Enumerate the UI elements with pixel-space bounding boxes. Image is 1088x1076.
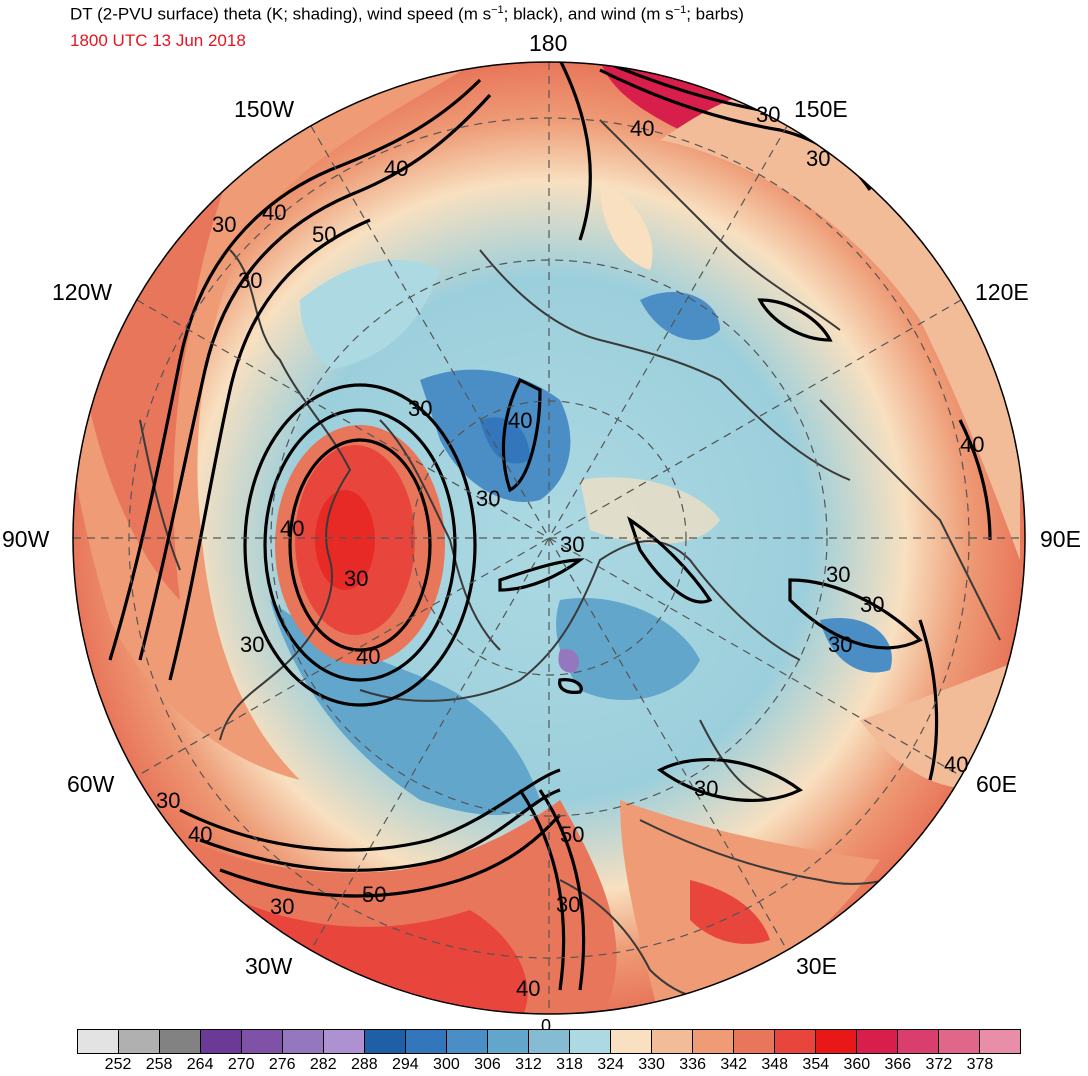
lon-label-90w: 90W [2, 526, 50, 552]
contour-labels: 30 40 50 30 40 30 40 30 30 40 30 30 40 30 30 40 30 50 40 50… [156, 102, 984, 1001]
colorbar-cell [529, 1030, 570, 1053]
colorbar-cell [611, 1030, 652, 1053]
contour-label: 40 [508, 408, 532, 433]
colorbar-tick-label: 282 [309, 1056, 337, 1073]
contour-label: 30 [806, 146, 830, 171]
lon-label-90e: 90E [1040, 526, 1081, 552]
colorbar-tick-label: 294 [391, 1056, 419, 1073]
graticule [73, 62, 1025, 1014]
contour-label: 30 [270, 894, 294, 919]
lon-label-30w: 30W [245, 953, 293, 979]
colorbar-tick-label: 342 [720, 1056, 748, 1073]
contour-label: 50 [312, 222, 336, 247]
contour-label: 50 [362, 882, 386, 907]
colorbar-tick-label: 258 [145, 1056, 173, 1073]
colorbar-tick-label: 366 [884, 1056, 912, 1073]
colorbar-cell [447, 1030, 488, 1053]
contour-label: 30 [560, 532, 584, 557]
colorbar-cell [488, 1030, 529, 1053]
contour-label: 30 [240, 632, 264, 657]
coastlines [139, 119, 1001, 1002]
colorbar-tick-label: 324 [597, 1056, 624, 1073]
colorbar-cell [201, 1030, 242, 1053]
colorbar-cell [119, 1030, 160, 1053]
colorbar-tick-label: 300 [433, 1056, 460, 1073]
contour-label: 40 [630, 116, 654, 141]
contour-label: 30 [408, 396, 432, 421]
contour-label: 30 [344, 566, 368, 591]
lon-label-60w: 60W [67, 771, 115, 797]
colorbar-cell [734, 1030, 775, 1053]
contour-label: 30 [476, 486, 500, 511]
colorbar-tick-label: 354 [802, 1056, 830, 1073]
colorbar-tick-label: 378 [966, 1056, 994, 1073]
colorbar-tick-label: 252 [104, 1056, 132, 1073]
colorbar-cell [980, 1030, 1020, 1053]
contour-label: 30 [238, 268, 262, 293]
colorbar-tick-label: 348 [761, 1056, 789, 1073]
colorbar-cell [570, 1030, 611, 1053]
contour-label: 40 [960, 432, 984, 457]
colorbar-cell [816, 1030, 857, 1053]
lon-label-150w: 150W [234, 96, 295, 122]
contour-label: 40 [188, 822, 212, 847]
colorbar-tick-label: 306 [474, 1056, 501, 1073]
lon-label-120w: 120W [52, 279, 113, 305]
colorbar-cell [78, 1030, 119, 1053]
lon-label-0: 0 [541, 1016, 552, 1036]
colorbar-tick-label: 330 [638, 1056, 665, 1073]
colorbar-tick-label: 270 [227, 1056, 255, 1073]
contour-label: 30 [826, 562, 850, 587]
map-boundary [72, 61, 1026, 1015]
contour-label: 40 [516, 976, 540, 1001]
contour-label: 50 [560, 822, 584, 847]
colorbar-cell [406, 1030, 447, 1053]
colorbar-tick-label: 276 [268, 1056, 296, 1073]
valid-time: 1800 UTC 13 Jun 2018 [70, 31, 246, 50]
contour-label: 30 [860, 592, 884, 617]
colorbar-cell [857, 1030, 898, 1053]
contour-label: 30 [556, 892, 580, 917]
contour-label: 40 [944, 752, 968, 777]
contour-label: 40 [384, 156, 408, 181]
colorbar-cell [775, 1030, 816, 1053]
wind-speed-contours [108, 62, 992, 991]
contour-label: 40 [356, 644, 380, 669]
colorbar-cell [939, 1030, 980, 1053]
lon-label-30e: 30E [796, 953, 837, 979]
contour-label: 30 [756, 102, 780, 127]
contour-label: 40 [280, 516, 304, 541]
colorbar-tick-label: 312 [515, 1056, 542, 1073]
colorbar-tick-label: 360 [843, 1056, 871, 1073]
colorbar-cell [324, 1030, 365, 1053]
colorbar-cell [283, 1030, 324, 1053]
contour-label: 30 [694, 776, 718, 801]
colorbar-cell [365, 1030, 406, 1053]
contour-label: 30 [828, 632, 852, 657]
colorbar-cell [652, 1030, 693, 1053]
colorbar [77, 1029, 1021, 1054]
colorbar-cell [693, 1030, 734, 1053]
chart-title: DT (2-PVU surface) theta (K; shading), w… [70, 4, 744, 24]
contour-label: 40 [262, 200, 286, 225]
lon-label-120e: 120E [975, 279, 1029, 305]
colorbar-tick-label: 318 [556, 1056, 583, 1073]
contour-label: 30 [212, 212, 236, 237]
lon-label-60e: 60E [976, 771, 1017, 797]
colorbar-tick-label: 336 [679, 1056, 706, 1073]
colorbar-cell [160, 1030, 201, 1053]
colorbar-cell [898, 1030, 939, 1053]
colorbar-tick-label: 264 [186, 1056, 214, 1073]
colorbar-cell [242, 1030, 283, 1053]
colorbar-tick-label: 372 [925, 1056, 953, 1073]
colorbar-tick-label: 288 [350, 1056, 378, 1073]
lon-label-150e: 150E [794, 96, 848, 122]
lon-label-180: 180 [529, 30, 568, 56]
contour-label: 30 [156, 788, 180, 813]
